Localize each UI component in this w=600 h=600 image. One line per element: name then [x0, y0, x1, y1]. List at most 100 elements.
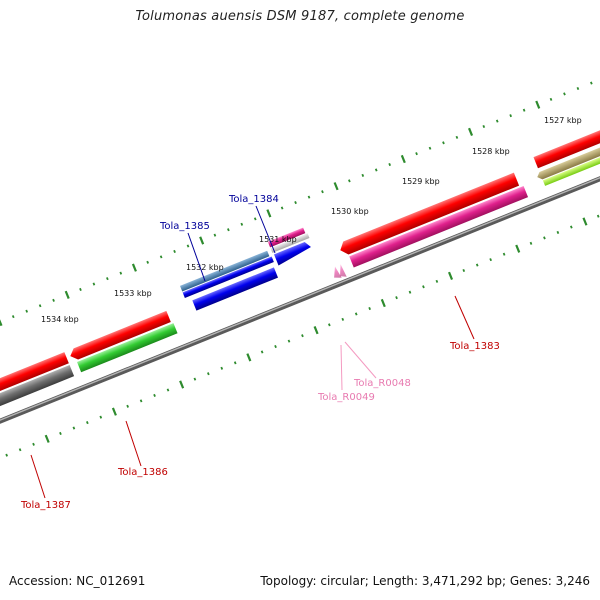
inner-scale-minor-tick [233, 361, 237, 365]
outer-scale-minor-tick [52, 298, 55, 302]
outer-scale-minor-tick [428, 146, 432, 150]
outer-scale-major-tick [131, 263, 137, 272]
gene-tola-1383-arrow[interactable] [338, 172, 520, 257]
outer-scale-minor-tick [79, 287, 82, 292]
gene-tola-1384-magenta[interactable] [267, 227, 306, 248]
outer-scale-minor-tick [576, 86, 580, 91]
outer-scale-minor-tick [455, 135, 459, 139]
gene-feature-lime[interactable] [542, 150, 600, 186]
outer-scale-minor-tick [374, 168, 378, 172]
outer-scale-minor-tick [495, 119, 499, 123]
outer-scale-minor-tick [119, 271, 123, 275]
map-title: Tolumonas auensis DSM 9187, complete gen… [135, 9, 465, 24]
gene-tola-1385-blue[interactable] [182, 256, 274, 298]
outer-scale-minor-tick [227, 228, 230, 232]
inner-scale-minor-tick [287, 339, 291, 343]
scale-labels: 1527 kbp 1528 kbp 1529 kbp 1530 kbp 1531… [41, 116, 582, 324]
inner-scale-minor-tick [462, 268, 466, 273]
label-tola-1384[interactable]: Tola_1384 [228, 194, 279, 205]
inner-scale-minor-tick [99, 415, 103, 419]
outer-scale-minor-tick [321, 190, 324, 194]
outer-scale-major-tick [64, 290, 70, 299]
gene-red-far-left[interactable] [0, 352, 69, 409]
inner-scale-minor-tick [596, 214, 600, 218]
topology-text: Topology: circular; Length: 3,471,292 bp… [260, 574, 590, 588]
kbp-label-1527: 1527 kbp [544, 116, 582, 125]
accession-text: Accession: NC_012691 [9, 574, 146, 588]
inner-scale-major-tick [111, 407, 117, 416]
inner-scale-minor-tick [502, 252, 506, 256]
label-tola-1387[interactable]: Tola_1387 [20, 500, 71, 511]
inner-scale-minor-tick [126, 404, 129, 408]
inner-scale-minor-tick [274, 345, 277, 349]
kbp-label-1528: 1528 kbp [472, 147, 510, 156]
inner-scale-minor-tick [529, 241, 533, 245]
label-tola-r0049[interactable]: Tola_R0049 [317, 392, 375, 403]
inner-scale-minor-tick [301, 334, 304, 338]
scale-ring-outer [0, 81, 593, 327]
label-tola-1383[interactable]: Tola_1383 [449, 341, 500, 352]
gene-feature-olive[interactable] [536, 141, 600, 181]
outer-scale-minor-tick [442, 141, 445, 145]
inner-scale-major-tick [447, 271, 454, 280]
inner-scale-minor-tick [166, 388, 170, 392]
outer-scale-major-tick [199, 236, 205, 245]
outer-scale-minor-tick [549, 97, 553, 101]
gene-tola-1386-green[interactable] [77, 323, 178, 373]
outer-scale-minor-tick [11, 315, 15, 319]
rna-tola-r0049[interactable] [330, 266, 342, 281]
kbp-label-1534: 1534 kbp [41, 315, 79, 324]
inner-scale-minor-tick [86, 421, 89, 425]
outer-scale-minor-tick [106, 277, 109, 281]
outer-scale-minor-tick [280, 206, 284, 210]
outer-scale-minor-tick [25, 309, 29, 313]
outer-scale-major-tick [266, 209, 272, 218]
gene-red-left-forward[interactable] [68, 310, 171, 362]
label-tola-1386[interactable]: Tola_1386 [117, 467, 168, 478]
gene-blue-small[interactable] [274, 241, 313, 266]
forward-strand-genes [0, 127, 600, 422]
gene-feature-red-far[interactable] [533, 127, 600, 169]
outer-scale-major-tick [333, 182, 339, 191]
outer-scale-minor-tick [159, 255, 163, 259]
kbp-label-1530: 1530 kbp [331, 207, 369, 216]
outer-scale-minor-tick [253, 217, 257, 221]
genome-backbone [0, 162, 600, 438]
inner-scale-minor-tick [328, 323, 331, 327]
outer-scale-minor-tick [294, 201, 297, 205]
kbp-label-1529: 1529 kbp [402, 177, 440, 186]
gene-tola-1384-grey[interactable] [270, 233, 310, 253]
gene-tola-1387-grey[interactable] [0, 365, 75, 422]
gene-pink-1383[interactable] [349, 185, 529, 268]
outer-scale-minor-tick [563, 92, 566, 96]
outer-scale-major-tick [400, 154, 406, 164]
outer-scale-minor-tick [482, 124, 486, 129]
outer-scale-minor-tick [186, 244, 190, 248]
outer-scale-minor-tick [92, 282, 96, 286]
inner-scale-minor-tick [570, 225, 573, 229]
inner-scale-minor-tick [220, 366, 224, 370]
outer-scale-minor-tick [522, 108, 526, 112]
outer-scale-minor-tick [509, 114, 513, 118]
gene-blue-large[interactable] [192, 267, 279, 311]
inner-scale-minor-tick [193, 377, 197, 381]
rna-tola-r0048[interactable] [336, 264, 347, 279]
label-tola-1385[interactable]: Tola_1385 [159, 221, 210, 232]
outer-scale-minor-tick [38, 304, 42, 308]
rna-features [330, 264, 347, 281]
outer-scale-minor-tick [146, 260, 150, 264]
inner-scale-minor-tick [5, 453, 8, 457]
outer-scale-minor-tick [240, 222, 244, 226]
label-tola-r0048[interactable]: Tola_R0048 [353, 378, 411, 389]
inner-scale-minor-tick [368, 306, 371, 311]
gene-tola-1385-steel[interactable] [179, 250, 270, 292]
outer-scale-minor-tick [388, 162, 392, 167]
inner-scale-minor-tick [72, 426, 76, 430]
inner-scale-minor-tick [489, 258, 492, 262]
kbp-label-1531: 1531 kbp [259, 235, 297, 244]
inner-scale-major-tick [246, 353, 252, 362]
outer-scale-minor-tick [213, 233, 217, 237]
outer-scale-major-tick [0, 317, 3, 327]
kbp-label-1532: 1532 kbp [186, 263, 224, 272]
